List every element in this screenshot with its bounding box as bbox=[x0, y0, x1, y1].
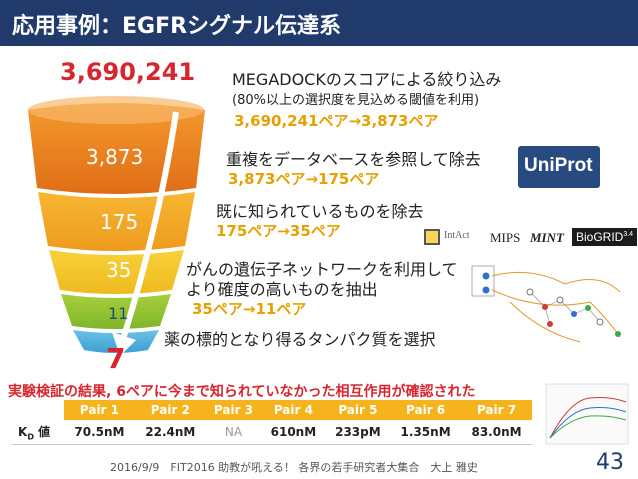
funnel-layer-3 bbox=[49, 250, 184, 294]
title-bar: 応用事例：EGFRシグナル伝達系 bbox=[0, 0, 638, 46]
page-title: 応用事例：EGFRシグナル伝達系 bbox=[12, 14, 342, 39]
funnel-level-2: 175 bbox=[100, 210, 139, 234]
kd-pair-6: 1.35nM bbox=[390, 420, 462, 445]
kd-pair-4: 610nM bbox=[261, 420, 326, 445]
header-pair-2: Pair 2 bbox=[134, 400, 206, 420]
kd-row-label: KD 値 bbox=[12, 420, 64, 445]
step1-note: (80%以上の選択度を見込める閾値を利用) bbox=[232, 93, 480, 108]
mips-logo: MIPS bbox=[490, 230, 521, 245]
funnel-layer-1 bbox=[28, 103, 205, 194]
table-corner bbox=[12, 400, 64, 420]
intact-logo: IntAct bbox=[444, 230, 470, 241]
result-statement: 実験検証の結果, 6ペアに今まで知られていなかった相互作用が確認された bbox=[8, 384, 476, 400]
step1-result: 3,690,241ペア→3,873ペア bbox=[234, 112, 439, 130]
kd-pair-7: 83.0nM bbox=[461, 420, 532, 445]
step2-result: 3,873ペア→175ペア bbox=[228, 170, 380, 188]
header-pair-5: Pair 5 bbox=[325, 400, 391, 420]
funnel-final-value: 7 bbox=[106, 342, 126, 375]
step3-result: 175ペア→35ペア bbox=[216, 222, 341, 240]
step2-description: 重複をデータベースを参照して除去 bbox=[226, 150, 481, 169]
biogrid-logo: BioGRID3.4 bbox=[572, 228, 638, 246]
funnel-layer-4 bbox=[61, 294, 171, 329]
header-pair-7: Pair 7 bbox=[461, 400, 532, 420]
step4-description-2: より確度の高いものを抽出 bbox=[186, 280, 378, 299]
database-logos: IntAct MIPS MINT BioGRID3.4 bbox=[424, 226, 638, 254]
step3-description: 既に知られているものを除去 bbox=[216, 202, 424, 221]
header-pair-3: Pair 3 bbox=[205, 400, 262, 420]
kd-pair-5: 233pM bbox=[325, 420, 391, 445]
funnel-level-3: 35 bbox=[106, 258, 132, 282]
funnel-top-value: 3,690,241 bbox=[60, 58, 196, 86]
step4-result: 35ペア→11ペア bbox=[192, 300, 307, 318]
uniprot-logo-text: UniProt bbox=[524, 155, 593, 176]
uniprot-logo: UniProt bbox=[518, 146, 600, 188]
step4-description: がんの遺伝子ネットワークを利用して bbox=[186, 260, 458, 279]
page-number: 43 bbox=[596, 450, 624, 475]
table-header-row: Pair 1 Pair 2 Pair 3 Pair 4 Pair 5 Pair … bbox=[12, 400, 532, 420]
funnel-level-4: 11 bbox=[108, 304, 129, 323]
arrow-head bbox=[112, 332, 136, 356]
mint-logo: MINT bbox=[530, 230, 564, 245]
intact-icon bbox=[424, 229, 440, 245]
step1-description: MEGADOCKのスコアによる絞り込み bbox=[232, 70, 502, 89]
header-pair-4: Pair 4 bbox=[261, 400, 326, 420]
kd-pair-3: NA bbox=[205, 420, 262, 445]
kd-pair-1: 70.5nM bbox=[64, 420, 135, 445]
step5-description: 薬の標的となり得るタンパク質を選択 bbox=[164, 330, 436, 349]
footer-text: 2016/9/9 FIT2016 助教が吼える！ 各界の若手研究者大集合 大上 … bbox=[110, 461, 478, 474]
funnel-arrow bbox=[121, 111, 179, 337]
gene-network-diagram bbox=[471, 265, 621, 343]
kd-pair-2: 22.4nM bbox=[134, 420, 206, 445]
funnel-rim bbox=[28, 96, 204, 124]
header-pair-6: Pair 6 bbox=[390, 400, 462, 420]
funnel-level-1: 3,873 bbox=[86, 145, 144, 169]
table-row: KD 値 70.5nM 22.4nM NA 610nM 233pM 1.35nM… bbox=[12, 420, 532, 445]
kd-results-table: Pair 1 Pair 2 Pair 3 Pair 4 Pair 5 Pair … bbox=[12, 400, 532, 445]
binding-curve-thumbnail bbox=[545, 383, 629, 445]
header-pair-1: Pair 1 bbox=[64, 400, 135, 420]
